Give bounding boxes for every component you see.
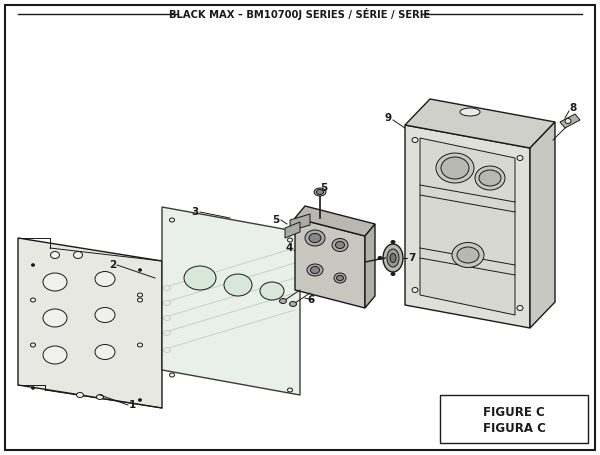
Ellipse shape: [391, 273, 395, 275]
Ellipse shape: [170, 218, 175, 222]
Ellipse shape: [163, 315, 170, 320]
Ellipse shape: [74, 252, 83, 258]
Ellipse shape: [224, 274, 252, 296]
Ellipse shape: [290, 302, 296, 307]
Ellipse shape: [334, 273, 346, 283]
Ellipse shape: [391, 241, 395, 243]
Ellipse shape: [287, 238, 293, 242]
Text: 3: 3: [191, 207, 199, 217]
Text: 7: 7: [409, 253, 416, 263]
Ellipse shape: [332, 238, 348, 252]
Text: 8: 8: [569, 103, 577, 113]
Ellipse shape: [260, 282, 284, 300]
Ellipse shape: [97, 394, 104, 399]
Ellipse shape: [305, 230, 325, 246]
Ellipse shape: [43, 273, 67, 291]
Text: 4: 4: [286, 243, 293, 253]
Ellipse shape: [163, 348, 170, 353]
Ellipse shape: [43, 309, 67, 327]
Text: 6: 6: [307, 295, 314, 305]
Ellipse shape: [475, 166, 505, 190]
Text: 1: 1: [128, 400, 136, 410]
Ellipse shape: [314, 188, 326, 196]
Ellipse shape: [307, 264, 323, 276]
Text: 5: 5: [320, 183, 328, 193]
Ellipse shape: [335, 242, 344, 248]
Ellipse shape: [95, 272, 115, 287]
Ellipse shape: [95, 308, 115, 323]
Ellipse shape: [517, 305, 523, 310]
Ellipse shape: [311, 267, 320, 273]
Ellipse shape: [31, 343, 35, 347]
Ellipse shape: [287, 388, 293, 392]
Text: FIGURE C: FIGURE C: [483, 405, 545, 419]
Ellipse shape: [317, 189, 323, 194]
Ellipse shape: [137, 293, 143, 297]
Ellipse shape: [139, 269, 142, 271]
Ellipse shape: [77, 393, 83, 398]
Text: BLACK MAX – BM10700J SERIES / SÉRIE / SERIE: BLACK MAX – BM10700J SERIES / SÉRIE / SE…: [169, 8, 431, 20]
Ellipse shape: [163, 330, 170, 335]
Ellipse shape: [50, 252, 59, 258]
Polygon shape: [405, 99, 555, 148]
Ellipse shape: [32, 387, 35, 389]
Polygon shape: [420, 138, 515, 315]
Ellipse shape: [170, 373, 175, 377]
Ellipse shape: [32, 264, 35, 266]
Ellipse shape: [460, 108, 480, 116]
Ellipse shape: [390, 253, 396, 263]
Polygon shape: [365, 224, 375, 308]
Ellipse shape: [309, 233, 321, 243]
Polygon shape: [18, 238, 162, 408]
Polygon shape: [405, 125, 530, 328]
Polygon shape: [295, 206, 375, 236]
Bar: [440, 395, 588, 443]
Ellipse shape: [479, 170, 501, 186]
Ellipse shape: [457, 247, 479, 263]
Ellipse shape: [565, 118, 571, 123]
Ellipse shape: [163, 285, 170, 290]
Ellipse shape: [139, 399, 142, 401]
Ellipse shape: [412, 288, 418, 293]
Ellipse shape: [436, 153, 474, 183]
Text: 9: 9: [385, 113, 392, 123]
Text: FIGURA C: FIGURA C: [482, 421, 545, 435]
Ellipse shape: [43, 346, 67, 364]
Ellipse shape: [387, 249, 399, 267]
Ellipse shape: [452, 243, 484, 268]
Ellipse shape: [280, 298, 287, 303]
Ellipse shape: [31, 298, 35, 302]
Ellipse shape: [378, 257, 382, 259]
Ellipse shape: [383, 244, 403, 272]
Ellipse shape: [95, 344, 115, 359]
Ellipse shape: [337, 275, 343, 280]
Polygon shape: [530, 122, 555, 328]
Ellipse shape: [163, 300, 170, 305]
Ellipse shape: [412, 137, 418, 142]
Polygon shape: [285, 222, 300, 238]
Ellipse shape: [441, 157, 469, 179]
Polygon shape: [560, 114, 580, 128]
Text: 2: 2: [109, 260, 116, 270]
Polygon shape: [295, 218, 365, 308]
Ellipse shape: [517, 156, 523, 161]
Ellipse shape: [137, 298, 143, 302]
Ellipse shape: [184, 266, 216, 290]
Polygon shape: [162, 207, 300, 395]
Polygon shape: [290, 214, 310, 231]
Text: 5: 5: [272, 215, 280, 225]
Ellipse shape: [137, 343, 143, 347]
